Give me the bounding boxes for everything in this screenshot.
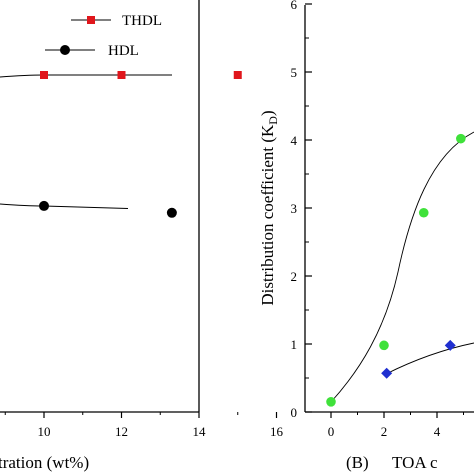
ylabel-main: Distribution coefficient (K (258, 124, 277, 306)
right-y-tick-label: 4 (291, 133, 298, 148)
right-y-tick-label: 0 (291, 405, 298, 420)
thdl-point (233, 71, 242, 79)
right-y-ticks (305, 3, 312, 413)
left-x-tick-labels: 10 12 14 16 (38, 424, 284, 439)
blue-diamond-point (444, 339, 456, 351)
hdl-point (166, 207, 177, 218)
legend-hdl-label: HDL (108, 43, 139, 59)
green-fit-curve (330, 131, 474, 403)
thdl-point (40, 71, 48, 79)
panel-label: (B) (346, 453, 369, 472)
left-x-tick-label: 14 (193, 424, 207, 439)
left-x-tick-label: 12 (115, 424, 128, 439)
ylabel-close: ) (258, 110, 277, 116)
left-x-tick-label: 16 (270, 424, 284, 439)
ylabel-subscript: D (266, 116, 280, 125)
thdl-fit-curve (0, 74, 172, 78)
right-x-axis-label: TOA c (392, 453, 438, 472)
right-x-tick-labels: 0 2 4 (328, 424, 441, 439)
right-y-tick-label: 2 (291, 269, 298, 284)
right-x-tick-label: 4 (434, 424, 441, 439)
right-y-tick-labels: 0 1 2 3 4 5 6 (291, 0, 298, 420)
green-circle-point (326, 397, 336, 407)
left-x-axis-label: tration (wt%) (0, 453, 89, 472)
right-y-tick-label: 6 (291, 0, 298, 12)
right-x-ticks (330, 412, 464, 418)
green-circle-point (456, 133, 466, 144)
left-x-ticks (4, 412, 278, 418)
right-y-tick-label: 3 (291, 201, 298, 216)
left-panel: 10 12 14 16 tration (wt%) THDL HDL (0, 0, 284, 472)
left-legend: THDL HDL (45, 13, 162, 59)
right-y-tick-label: 1 (291, 337, 298, 352)
legend-thdl-marker (87, 16, 95, 24)
hdl-fit-curve (0, 203, 129, 209)
blue-diamond-point (381, 367, 393, 379)
green-circle-point (379, 340, 389, 351)
legend-hdl-marker (60, 45, 70, 55)
right-x-tick-label: 2 (381, 424, 388, 439)
hdl-point (39, 200, 49, 211)
left-x-tick-label: 10 (38, 424, 51, 439)
right-panel: 0 1 2 3 4 5 6 0 2 4 Distribution coefficient (KD… (258, 0, 474, 472)
green-circle-point (418, 207, 429, 218)
blue-fit-curve (385, 342, 474, 375)
right-y-axis-label: Distribution coefficient (KD) (258, 110, 280, 305)
right-y-tick-label: 5 (291, 65, 298, 80)
right-x-tick-label: 0 (328, 424, 335, 439)
right-series-marks (326, 133, 466, 407)
thdl-point (117, 71, 126, 79)
left-series-marks (39, 71, 242, 218)
legend-thdl-label: THDL (122, 13, 162, 29)
